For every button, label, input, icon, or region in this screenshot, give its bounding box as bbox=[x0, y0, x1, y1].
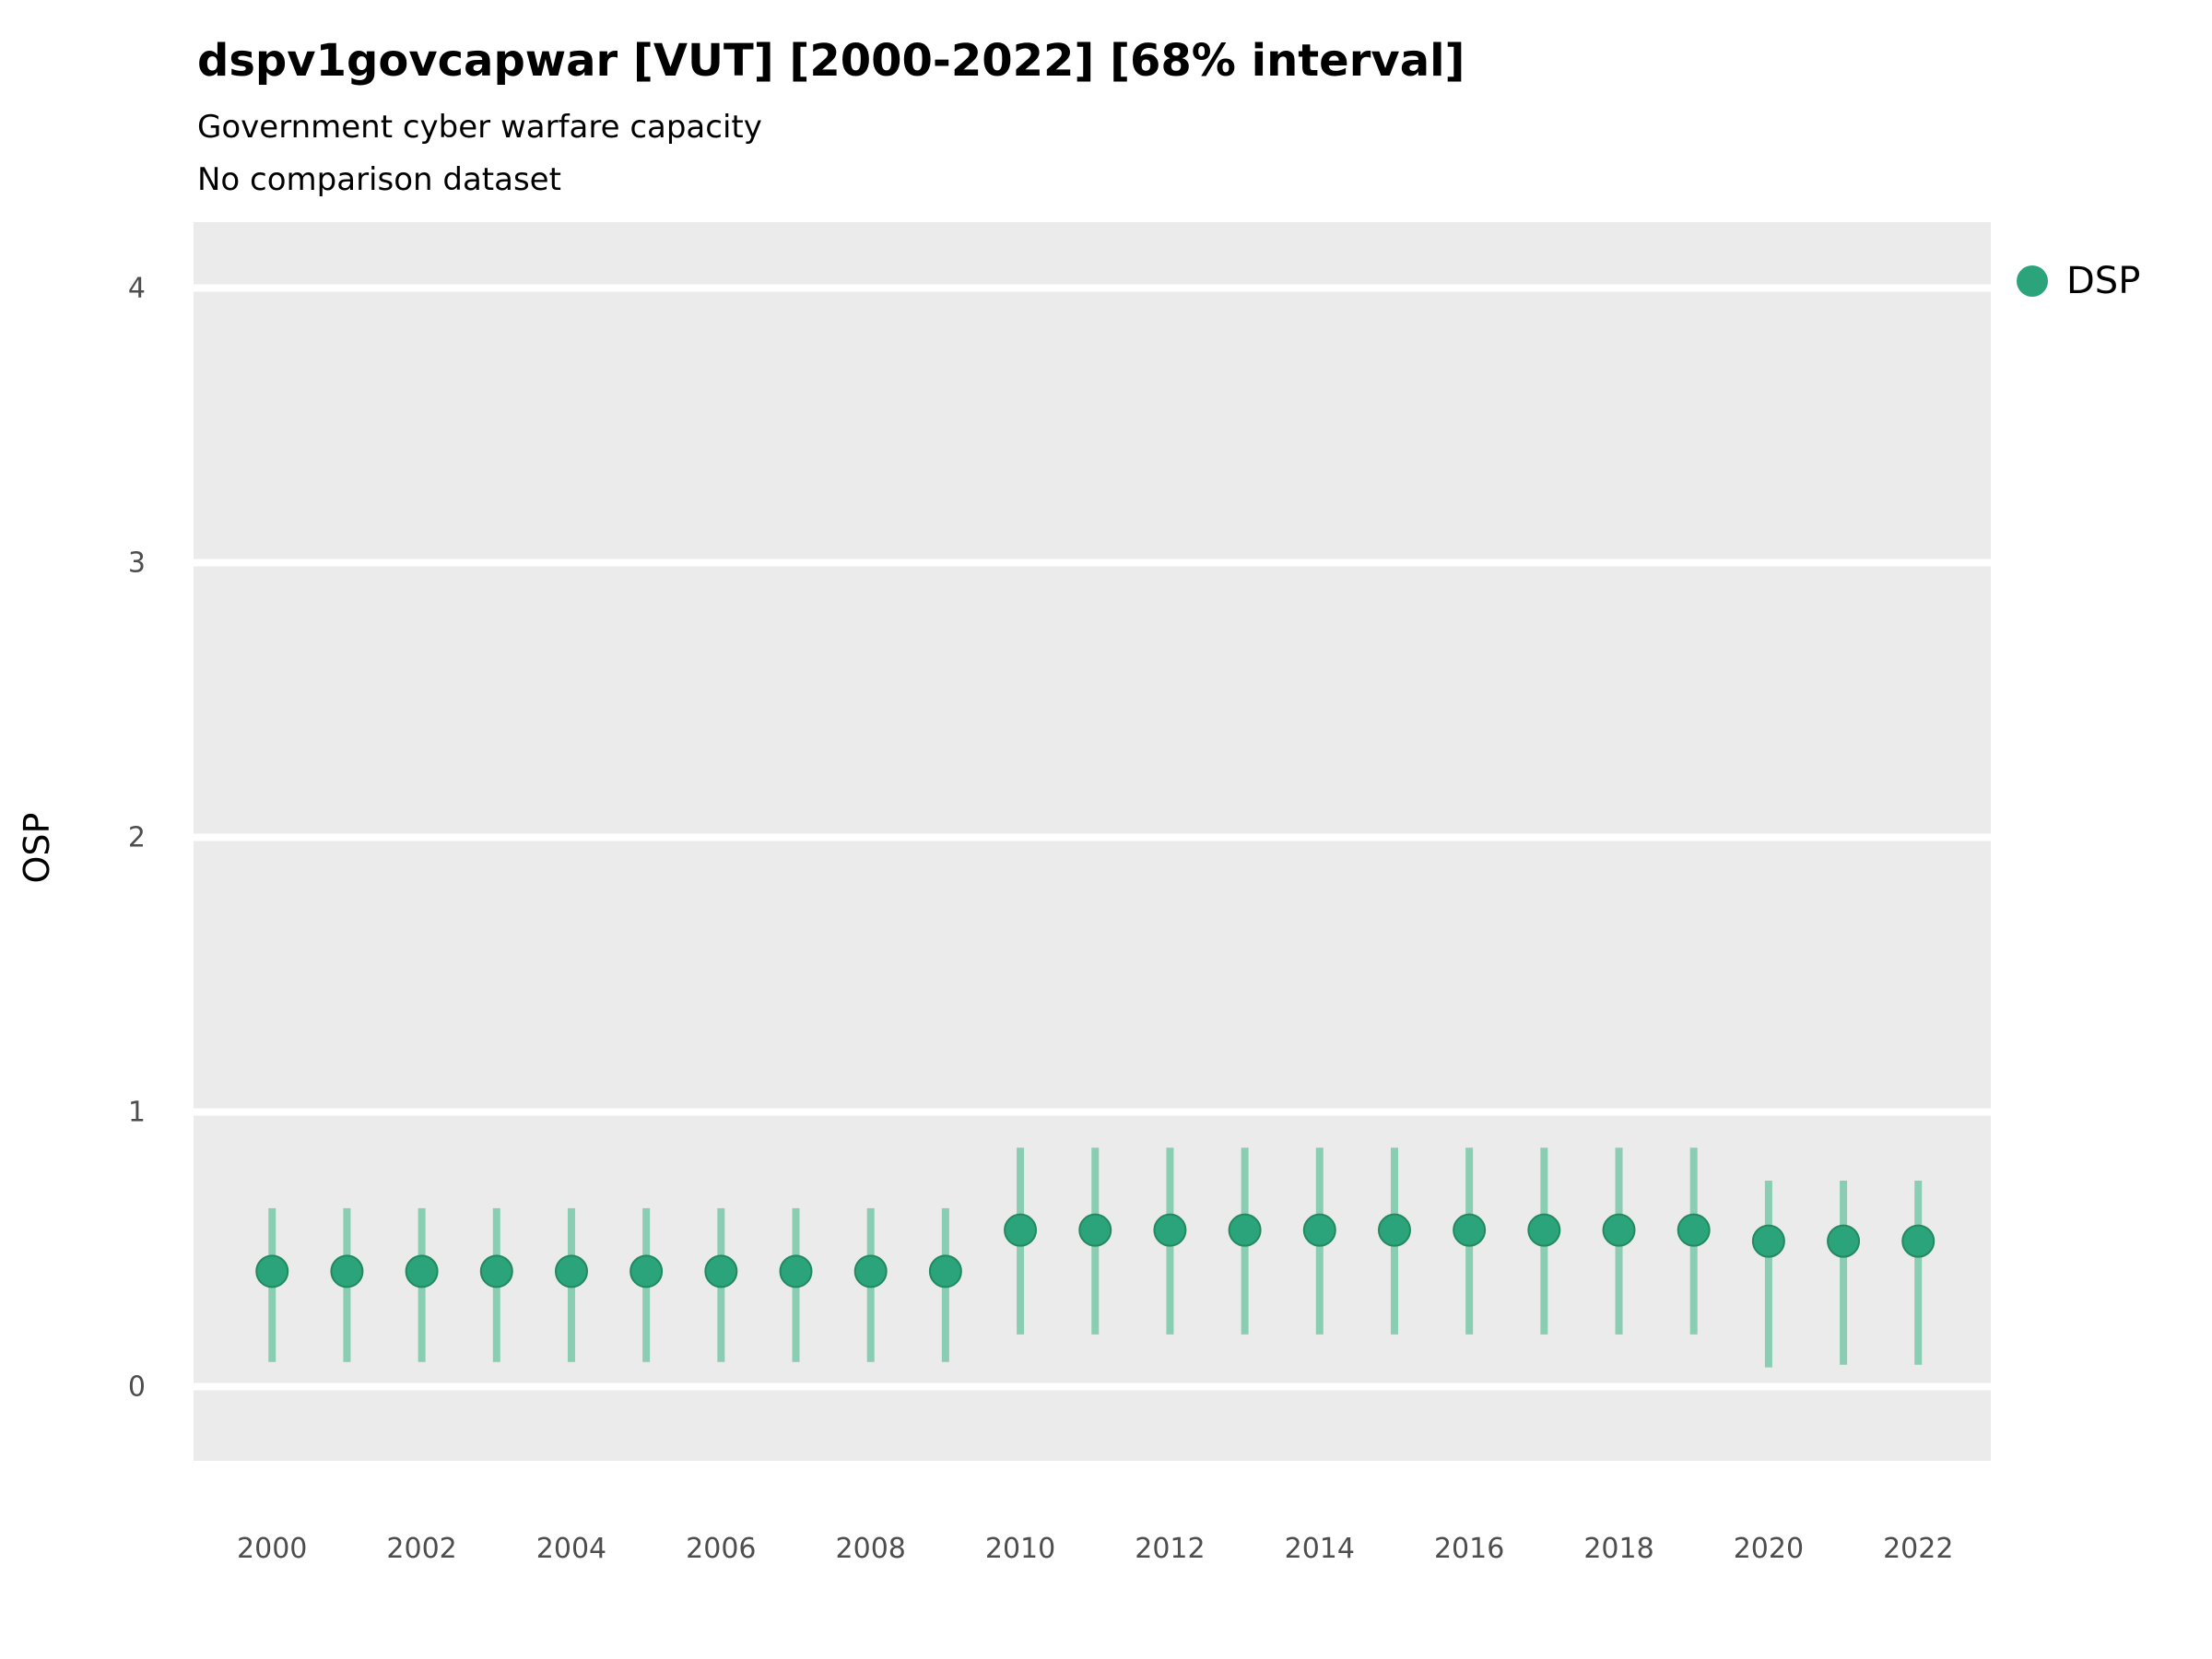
legend: DSP bbox=[2017, 260, 2140, 302]
x-tick-label: 2010 bbox=[985, 1533, 1055, 1565]
x-tick-label: 2020 bbox=[1734, 1533, 1804, 1565]
data-point bbox=[1228, 1213, 1262, 1247]
data-point bbox=[853, 1254, 888, 1288]
data-point bbox=[554, 1254, 588, 1288]
x-tick-label: 2014 bbox=[1285, 1533, 1355, 1565]
x-tick-label: 2008 bbox=[836, 1533, 906, 1565]
data-point bbox=[1302, 1213, 1336, 1247]
y-tick-label: 4 bbox=[128, 273, 146, 305]
data-point bbox=[1602, 1213, 1636, 1247]
data-point bbox=[1453, 1213, 1487, 1247]
data-point bbox=[1153, 1213, 1187, 1247]
data-point bbox=[704, 1254, 738, 1288]
legend-label: DSP bbox=[2066, 260, 2141, 302]
x-tick-label: 2002 bbox=[386, 1533, 456, 1565]
x-tick-label: 2022 bbox=[1883, 1533, 1953, 1565]
data-point bbox=[629, 1254, 664, 1288]
data-point bbox=[1827, 1224, 1861, 1258]
data-point bbox=[779, 1254, 813, 1288]
data-point bbox=[1078, 1213, 1112, 1247]
x-tick-label: 2000 bbox=[237, 1533, 307, 1565]
y-tick-label: 0 bbox=[128, 1371, 146, 1404]
chart-subtitle: Government cyber warfare capacity bbox=[197, 109, 762, 146]
data-point bbox=[1527, 1213, 1561, 1247]
x-tick-label: 2012 bbox=[1135, 1533, 1205, 1565]
x-tick-label: 2004 bbox=[536, 1533, 606, 1565]
y-axis-title: OSP bbox=[17, 812, 57, 884]
data-point bbox=[405, 1254, 439, 1288]
data-point bbox=[1751, 1224, 1785, 1258]
data-point bbox=[255, 1254, 289, 1288]
data-point bbox=[1377, 1213, 1411, 1247]
data-point bbox=[1677, 1213, 1711, 1247]
data-point bbox=[1901, 1224, 1936, 1258]
chart-note: No comparison dataset bbox=[197, 161, 561, 198]
y-tick-label: 1 bbox=[128, 1097, 146, 1129]
x-tick-label: 2018 bbox=[1583, 1533, 1653, 1565]
y-tick-label: 2 bbox=[128, 822, 146, 854]
legend-point-icon bbox=[2017, 265, 2048, 297]
data-point bbox=[1004, 1213, 1038, 1247]
x-tick-label: 2006 bbox=[686, 1533, 756, 1565]
x-tick-label: 2016 bbox=[1434, 1533, 1504, 1565]
chart-title: dspv1govcapwar [VUT] [2000-2022] [68% in… bbox=[197, 35, 1465, 87]
data-point bbox=[479, 1254, 513, 1288]
data-point bbox=[330, 1254, 364, 1288]
y-tick-label: 3 bbox=[128, 547, 146, 580]
data-point bbox=[928, 1254, 962, 1288]
